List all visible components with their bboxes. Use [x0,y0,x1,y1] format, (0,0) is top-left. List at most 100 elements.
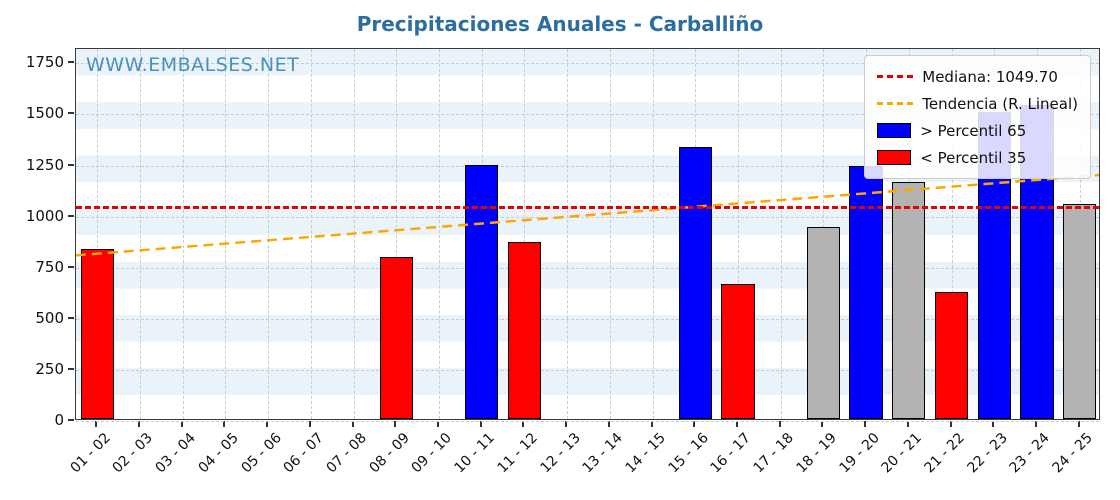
x-tick-mark [479,421,482,427]
x-tick-text: 21 - 22 [921,430,968,477]
x-tick-text: 18 - 19 [793,430,840,477]
x-tick-mark [949,421,952,427]
gridline-y [76,165,1099,167]
y-tick-mark [68,163,74,166]
legend-item-median: Mediana: 1049.70 [877,63,1078,90]
x-tick-mark [693,421,696,427]
gridline-y [76,216,1099,218]
bar-08-09 [379,256,413,419]
legend-label-p65: > Percentil 65 [920,121,1027,140]
x-tick-text: 19 - 20 [836,430,883,477]
y-tick-label: 750 [35,257,64,276]
x-tick-mark [394,421,397,427]
x-tick-text: 01 - 02 [67,430,114,477]
y-tick-mark [68,61,74,64]
gridline-y [76,267,1099,269]
trend-line [75,173,1100,257]
x-tick-mark [522,421,525,427]
p35-swatch-icon [877,150,912,165]
y-tick-mark [68,214,74,217]
x-tick-text: 08 - 09 [366,430,413,477]
trend-line-sample-icon [877,102,914,105]
x-tick-text: 16 - 17 [707,430,755,477]
watermark: WWW.EMBALSES.NET [86,54,300,76]
x-tick-text: 23 - 24 [1006,430,1054,477]
bar-18-19 [806,226,841,419]
x-tick-mark [778,421,781,427]
gridline-x [97,49,99,419]
gridline-x [225,49,227,419]
x-tick-text: 13 - 14 [579,430,627,477]
bar-21-22 [934,292,969,419]
legend-item-p35: < Percentil 35 [877,144,1078,171]
gridline-x [439,49,441,419]
x-tick-text: 02 - 03 [109,430,157,477]
gridline-x [140,49,142,419]
x-tick-text: 04 - 05 [195,430,242,477]
gridline-y [76,318,1099,320]
gridline-x [951,49,953,419]
x-tick-mark [821,421,824,427]
y-tick-label: 1250 [25,155,64,174]
x-tick-mark [1077,421,1080,427]
gridline-x [268,49,270,419]
gridline-y [76,63,1099,65]
legend-label-median: Mediana: 1049.70 [922,67,1058,86]
gridline-x [737,49,739,419]
bar-16-17 [721,284,755,419]
x-tick-mark [906,421,909,427]
y-tick-mark [68,265,74,268]
x-tick-text: 15 - 16 [665,430,712,477]
bar-01-02 [80,249,114,419]
legend-item-p65: > Percentil 65 [877,117,1078,144]
gridline-x [182,49,184,419]
y-tick-label: 500 [35,308,64,327]
gridline-x [396,49,398,419]
x-tick-mark [565,421,568,427]
legend: Mediana: 1049.70 Tendencia (R. Lineal) >… [864,55,1091,179]
gridline-y [76,114,1099,116]
chart-title: Precipitaciones Anuales - Carballiño [356,12,764,36]
legend-item-trend: Tendencia (R. Lineal) [877,90,1078,117]
x-tick-mark [735,421,738,427]
bar-15-16 [678,147,712,419]
median-line-sample-icon [877,75,914,78]
x-tick-text: 17 - 18 [750,430,798,477]
legend-label-p35: < Percentil 35 [920,148,1027,167]
x-tick-text: 10 - 11 [451,430,499,477]
x-tick-mark [351,421,354,427]
x-tick-text: 09 - 10 [408,430,456,477]
x-tick-text: 03 - 04 [152,430,200,477]
x-tick-mark [864,421,867,427]
x-tick-mark [180,421,183,427]
y-tick-label: 1000 [25,206,64,225]
gridline-x [609,49,611,419]
trend-line-svg [75,173,1100,257]
y-tick-mark [68,112,74,115]
x-tick-mark [308,421,311,427]
x-tick-text: 05 - 06 [238,430,285,477]
gridline-x [567,49,569,419]
x-tick-mark [607,421,610,427]
x-tick-text: 12 - 13 [537,430,584,477]
gridline-x [780,49,782,419]
gridline-x [524,49,526,419]
x-tick-mark [437,421,440,427]
x-tick-text: 06 - 07 [280,430,328,477]
gridline-y [76,369,1099,371]
x-tick-mark [992,421,995,427]
x-tick-mark [266,421,269,427]
y-tick-label: 0 [54,411,64,429]
y-tick-label: 1500 [25,104,64,123]
gridline-y [76,421,1099,422]
bar-24-25 [1062,204,1097,419]
x-tick-text: 11 - 12 [494,430,541,477]
y-tick-mark [68,316,74,319]
x-tick-text: 07 - 08 [323,430,370,477]
x-tick-text: 20 - 21 [878,430,926,477]
y-tick-mark [68,367,74,370]
bar-11-12 [507,242,542,419]
x-tick-mark [138,421,141,427]
x-tick-text: 14 - 15 [622,430,669,477]
